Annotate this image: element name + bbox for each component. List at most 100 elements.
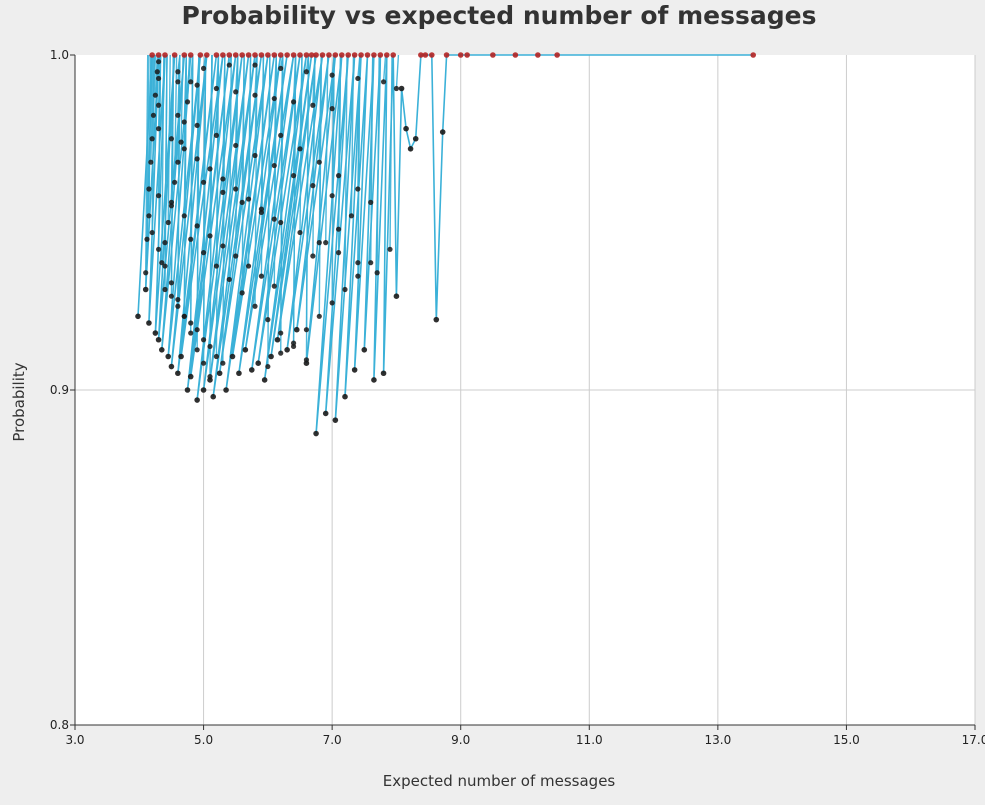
data-point xyxy=(332,417,339,423)
data-point xyxy=(154,69,160,75)
data-point xyxy=(258,273,265,279)
data-point-at-one xyxy=(428,52,435,58)
data-point xyxy=(150,112,157,118)
data-point-at-one xyxy=(284,52,290,58)
data-point xyxy=(162,263,168,269)
data-point xyxy=(252,62,258,68)
data-point xyxy=(220,360,226,366)
series-line xyxy=(137,54,754,434)
data-point xyxy=(268,353,274,360)
data-point xyxy=(310,183,316,189)
data-point xyxy=(175,296,181,303)
y-axis-label: Probability xyxy=(10,362,28,441)
data-point xyxy=(223,387,229,393)
series-segment xyxy=(382,54,387,82)
data-point-at-one xyxy=(332,52,339,58)
data-point-at-one xyxy=(313,52,319,58)
x-tick-label: 5.0 xyxy=(194,733,213,747)
data-point xyxy=(278,330,284,336)
data-point xyxy=(398,85,405,92)
data-point-at-one xyxy=(490,52,496,58)
data-point xyxy=(322,410,329,417)
y-tick-label: 1.0 xyxy=(50,48,69,62)
series-segment xyxy=(202,54,207,364)
data-point xyxy=(368,260,374,266)
data-point-at-one xyxy=(155,52,162,58)
data-point-at-one xyxy=(418,52,424,58)
data-point-at-one xyxy=(377,52,384,58)
axes xyxy=(70,54,976,730)
data-point xyxy=(143,270,149,276)
data-point xyxy=(194,82,200,88)
series-segment xyxy=(235,54,239,92)
data-point xyxy=(149,136,155,142)
data-point xyxy=(355,186,361,192)
x-tick-label: 17.0 xyxy=(962,733,985,747)
data-point-at-one xyxy=(277,52,284,58)
data-point-at-one xyxy=(149,52,155,58)
data-point xyxy=(387,246,393,252)
data-point xyxy=(278,350,284,356)
data-point xyxy=(252,92,258,98)
data-point xyxy=(213,85,220,92)
data-point xyxy=(175,69,181,75)
data-point xyxy=(233,186,239,192)
data-point xyxy=(188,79,194,85)
data-point xyxy=(245,263,252,269)
data-point xyxy=(135,313,141,320)
data-point xyxy=(146,186,152,192)
data-point xyxy=(181,119,187,125)
data-point xyxy=(335,173,342,179)
data-point xyxy=(152,92,158,98)
series-segment xyxy=(395,54,400,89)
data-point xyxy=(284,347,290,353)
data-point xyxy=(226,276,232,283)
data-point-at-one xyxy=(181,52,188,58)
data-point xyxy=(380,370,387,377)
data-points xyxy=(135,52,757,437)
data-point xyxy=(146,213,152,219)
x-tick-label: 9.0 xyxy=(451,733,470,747)
data-point xyxy=(393,293,400,300)
series-segment xyxy=(280,54,284,354)
series-segment xyxy=(241,54,245,203)
data-point xyxy=(316,240,322,246)
data-point xyxy=(433,316,440,323)
data-point xyxy=(194,223,200,229)
data-point xyxy=(335,226,342,232)
data-point xyxy=(148,159,154,165)
data-point-at-one xyxy=(171,52,178,58)
data-point xyxy=(229,353,236,360)
data-point-at-one xyxy=(220,52,226,58)
data-point xyxy=(181,213,187,219)
data-point xyxy=(271,162,277,169)
data-point xyxy=(168,280,175,286)
data-point xyxy=(155,193,162,199)
data-point xyxy=(149,229,155,236)
data-point xyxy=(210,393,217,400)
data-point-at-one xyxy=(358,52,364,58)
data-point xyxy=(368,199,374,205)
data-point xyxy=(380,79,387,85)
data-point-at-one xyxy=(239,52,245,58)
data-point-at-one xyxy=(750,52,757,58)
data-point-at-one xyxy=(265,52,271,58)
x-tick-label: 13.0 xyxy=(704,733,731,747)
data-point xyxy=(271,283,277,289)
data-point xyxy=(258,209,265,216)
data-point-at-one xyxy=(271,52,278,58)
data-point xyxy=(181,146,187,152)
data-point xyxy=(303,327,310,333)
data-point-at-one xyxy=(345,52,352,58)
data-point xyxy=(261,377,268,383)
data-point xyxy=(374,270,380,276)
data-point xyxy=(265,363,271,370)
data-point xyxy=(233,253,239,259)
data-point xyxy=(200,250,207,256)
data-point xyxy=(220,176,226,182)
data-point-at-one xyxy=(390,52,397,58)
data-point xyxy=(155,59,162,65)
data-point-at-one xyxy=(258,52,265,58)
data-point-at-one xyxy=(457,52,464,58)
data-point-at-one xyxy=(371,52,377,58)
